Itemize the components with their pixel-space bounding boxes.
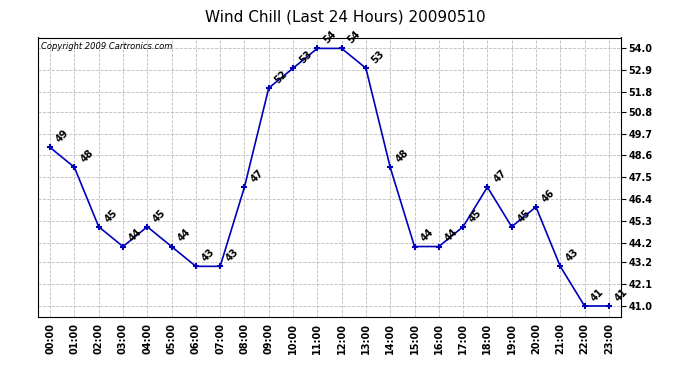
Text: 41: 41: [589, 286, 605, 303]
Text: 44: 44: [443, 227, 460, 244]
Text: 46: 46: [540, 188, 557, 204]
Text: 49: 49: [55, 128, 71, 145]
Text: 47: 47: [248, 168, 265, 184]
Text: 53: 53: [370, 49, 386, 65]
Text: 45: 45: [467, 207, 484, 224]
Text: Copyright 2009 Cartronics.com: Copyright 2009 Cartronics.com: [41, 42, 172, 51]
Text: 43: 43: [200, 247, 217, 264]
Text: 47: 47: [491, 168, 508, 184]
Text: 44: 44: [127, 227, 144, 244]
Text: 45: 45: [516, 207, 533, 224]
Text: 53: 53: [297, 49, 314, 65]
Text: 43: 43: [224, 247, 241, 264]
Text: 44: 44: [419, 227, 435, 244]
Text: 41: 41: [613, 286, 630, 303]
Text: 45: 45: [103, 207, 119, 224]
Text: 48: 48: [395, 148, 411, 165]
Text: 43: 43: [564, 247, 581, 264]
Text: 54: 54: [322, 29, 338, 46]
Text: 48: 48: [79, 148, 95, 165]
Text: 54: 54: [346, 29, 362, 46]
Text: 52: 52: [273, 69, 290, 85]
Text: 44: 44: [176, 227, 193, 244]
Text: 45: 45: [151, 207, 168, 224]
Text: Wind Chill (Last 24 Hours) 20090510: Wind Chill (Last 24 Hours) 20090510: [205, 9, 485, 24]
